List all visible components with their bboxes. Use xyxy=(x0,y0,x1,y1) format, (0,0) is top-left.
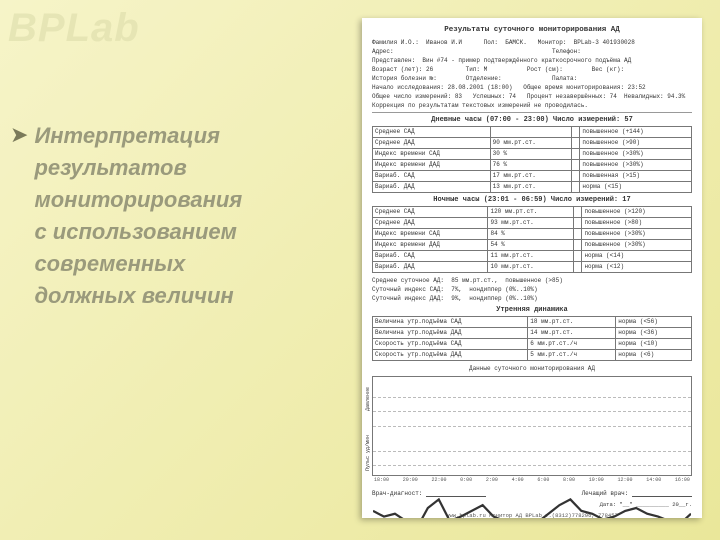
table-cell xyxy=(571,182,579,193)
report-title: Результаты суточного мониторирования АД xyxy=(372,26,692,34)
table-cell: 18 мм.рт.ст. xyxy=(528,317,616,328)
report-header-line: Начало исследования: 28.08.2001 (18:00) … xyxy=(372,83,692,92)
table-cell: повышенное (>30%) xyxy=(580,160,692,171)
summary-line: Суточный индекс ДАД: 9%, нондиппер (0%..… xyxy=(372,294,692,303)
table-cell xyxy=(574,229,582,240)
table-cell xyxy=(574,218,582,229)
table-cell: 10 мм.рт.ст. xyxy=(488,262,574,273)
table-cell: норма (<14) xyxy=(582,251,692,262)
table-cell: 76 % xyxy=(490,160,571,171)
table-cell xyxy=(571,171,579,182)
table-cell: Среднее ДАД xyxy=(373,138,491,149)
report-header-line: Представлен: Вин #74 - пример подтверждё… xyxy=(372,56,692,65)
table-cell: 6 мм.рт.ст./ч xyxy=(528,339,616,350)
bullet-line: Интерпретация xyxy=(34,120,242,152)
table-cell: 93 мм.рт.ст. xyxy=(488,218,574,229)
table-cell: норма (<12) xyxy=(582,262,692,273)
day-section-heading: Дневные часы (07:00 - 23:00) Число измер… xyxy=(372,116,692,124)
table-cell: норма (<15) xyxy=(580,182,692,193)
table-cell: 13 мм.рт.ст. xyxy=(490,182,571,193)
table-cell: повышенное (>90) xyxy=(580,138,692,149)
summary-line: Среднее суточное АД: 85 мм.рт.ст., повыш… xyxy=(372,276,692,285)
interpretation-bullet: ➤ Интерпретация результатов мониторирова… xyxy=(0,120,320,312)
table-cell xyxy=(571,138,579,149)
table-cell: Вариаб. САД xyxy=(373,251,488,262)
table-cell xyxy=(574,240,582,251)
table-cell: Индекс времени ДАД xyxy=(373,160,491,171)
table-cell: Величина утр.подъёма САД xyxy=(373,317,528,328)
table-cell xyxy=(574,251,582,262)
table-cell: 30 % xyxy=(490,149,571,160)
table-cell: 11 мм.рт.ст. xyxy=(488,251,574,262)
table-cell: 54 % xyxy=(488,240,574,251)
table-cell: Индекс времени ДАД xyxy=(373,240,488,251)
table-cell xyxy=(574,262,582,273)
table-cell: повышенное (+144) xyxy=(580,127,692,138)
table-cell: Среднее САД xyxy=(373,207,488,218)
table-cell: Величина утр.подъёма ДАД xyxy=(373,328,528,339)
bp-chart: ДавлениеПульс уд/мин xyxy=(372,376,692,476)
morning-table: Величина утр.подъёма САД18 мм.рт.ст.норм… xyxy=(372,316,692,361)
table-cell: Скорость утр.подъёма САД xyxy=(373,339,528,350)
day-table: Среднее САД повышенное (+144) Среднее ДАД9… xyxy=(372,126,692,193)
table-cell: повышенное (>30%) xyxy=(580,149,692,160)
bullet-line: современных xyxy=(34,248,242,280)
table-cell: повышенное (>80) xyxy=(582,218,692,229)
night-section-heading: Ночные часы (23:01 - 06:59) Число измере… xyxy=(372,196,692,204)
table-cell: Среднее САД xyxy=(373,127,491,138)
report-header-line: Фамилия И.О.: Иванов И.И Пол: БАМСК. Мон… xyxy=(372,38,692,47)
bullet-line: должных величин xyxy=(34,280,242,312)
report-header-line: Возраст (лет): 26 Тип: М Рост (см): Вес … xyxy=(372,65,692,74)
report-header-line: Коррекция по результатам текстовых измер… xyxy=(372,101,692,110)
table-cell: Среднее ДАД xyxy=(373,218,488,229)
table-cell: повышенное (>30%) xyxy=(582,229,692,240)
table-cell xyxy=(574,207,582,218)
table-cell: норма (<36) xyxy=(616,328,692,339)
table-cell: 5 мм.рт.ст./ч xyxy=(528,350,616,361)
table-cell xyxy=(490,127,571,138)
table-cell: Индекс времени САД xyxy=(373,229,488,240)
summary-line: Суточный индекс САД: 7%, нондиппер (0%..… xyxy=(372,285,692,294)
table-cell xyxy=(571,149,579,160)
table-cell: повышенное (>120) xyxy=(582,207,692,218)
morning-section-heading: Утренняя динамика xyxy=(372,306,692,314)
table-cell: норма (<6) xyxy=(616,350,692,361)
table-cell: Вариаб. ДАД xyxy=(373,182,491,193)
table-cell xyxy=(571,160,579,171)
table-cell: Скорость утр.подъёма ДАД xyxy=(373,350,528,361)
table-cell: Вариаб. ДАД xyxy=(373,262,488,273)
report-header-line: Адрес: Телефон: xyxy=(372,47,692,56)
table-cell: 84 % xyxy=(488,229,574,240)
table-cell: повышенная (>15) xyxy=(580,171,692,182)
table-cell: 120 мм.рт.ст. xyxy=(488,207,574,218)
night-table: Среднее САД120 мм.рт.ст. повышенное (>120… xyxy=(372,206,692,273)
table-cell: 14 мм.рт.ст. xyxy=(528,328,616,339)
chart-title: Данные суточного мониторирования АД xyxy=(372,365,692,372)
table-cell: повышенное (>30%) xyxy=(582,240,692,251)
bullet-line: мониторирования xyxy=(34,184,242,216)
chevron-right-icon: ➤ xyxy=(10,120,28,150)
report-header-block: Фамилия И.О.: Иванов И.И Пол: БАМСК. Мон… xyxy=(372,38,692,110)
bullet-line: результатов xyxy=(34,152,242,184)
summary-block: Среднее суточное АД: 85 мм.рт.ст., повыш… xyxy=(372,276,692,303)
table-cell: Вариаб. САД xyxy=(373,171,491,182)
report-header-line: Общее число измерений: 83 Успешных: 74 П… xyxy=(372,92,692,101)
bullet-line: с использованием xyxy=(34,216,242,248)
table-cell: норма (<56) xyxy=(616,317,692,328)
report-page: Результаты суточного мониторирования АД … xyxy=(362,18,702,518)
brand-watermark: BPLab xyxy=(8,6,140,51)
table-cell xyxy=(571,127,579,138)
table-cell: норма (<10) xyxy=(616,339,692,350)
report-header-line: История болезни №: Отделение: Палата: xyxy=(372,74,692,83)
table-cell: Индекс времени САД xyxy=(373,149,491,160)
table-cell: 17 мм.рт.ст. xyxy=(490,171,571,182)
table-cell: 90 мм.рт.ст. xyxy=(490,138,571,149)
